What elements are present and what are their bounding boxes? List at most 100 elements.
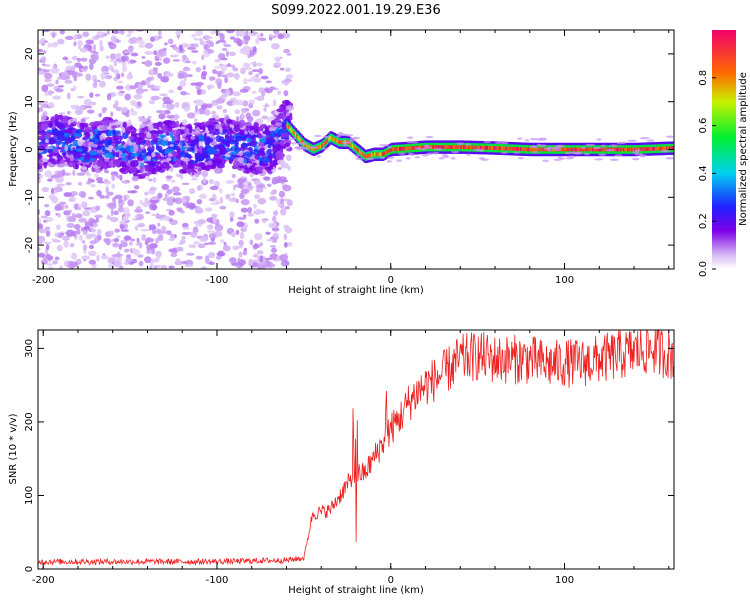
- spectral-blob: [87, 44, 93, 52]
- spectral-blob: [186, 252, 195, 256]
- spectral-speckle: [354, 154, 360, 157]
- spectral-blob: [140, 228, 150, 232]
- spectral-blob: [234, 72, 240, 80]
- signal-core: [326, 138, 330, 143]
- spectral-blob: [91, 54, 99, 62]
- spectral-blob: [186, 147, 196, 152]
- spectral-blob: [249, 239, 254, 246]
- spectral-blob: [79, 47, 88, 53]
- spectral-blob: [194, 145, 198, 152]
- spectral-blob: [78, 234, 83, 241]
- spectral-blob: [197, 134, 205, 142]
- spectral-blob: [237, 257, 241, 262]
- spectral-blob: [159, 93, 168, 97]
- spectral-blob: [42, 257, 48, 265]
- spectral-blob: [111, 125, 117, 129]
- signal-core: [485, 145, 488, 150]
- spectral-blob: [217, 82, 222, 90]
- spectral-speckle: [594, 158, 604, 161]
- spectral-blob: [262, 186, 267, 190]
- spectral-blob: [119, 222, 125, 230]
- spectral-blob: [177, 72, 185, 80]
- spectral-blob: [161, 102, 166, 109]
- spectral-blob: [129, 166, 137, 174]
- spectral-blob: [230, 262, 239, 266]
- spectral-speckle: [532, 145, 538, 149]
- spectral-blob: [189, 43, 195, 47]
- signal-core: [399, 147, 402, 151]
- signal-core: [572, 147, 576, 152]
- spectral-blob: [268, 153, 273, 158]
- spectral-blob: [283, 233, 288, 241]
- spectral-blob: [48, 89, 53, 97]
- spectral-speckle: [494, 141, 504, 144]
- signal-core: [329, 135, 332, 140]
- spectral-blob: [52, 260, 58, 265]
- spectral-blob: [277, 167, 282, 170]
- spectral-blob: [96, 31, 105, 35]
- spectral-blob: [274, 62, 282, 67]
- signal-core: [474, 145, 477, 150]
- spectral-blob: [102, 70, 108, 74]
- spectral-speckle: [614, 154, 623, 157]
- signal-core: [447, 145, 450, 150]
- spectral-blob: [87, 250, 97, 257]
- spectral-blob: [178, 44, 184, 52]
- signal-core: [472, 145, 475, 150]
- spectral-blob: [219, 196, 224, 204]
- spectral-blob: [202, 65, 206, 71]
- signal-core: [652, 146, 655, 151]
- spectral-blob: [138, 260, 144, 267]
- signal-core: [671, 146, 674, 151]
- y-tick-label: 200: [24, 412, 35, 431]
- spectral-blob: [225, 90, 231, 95]
- x-tick-label: -100: [206, 575, 229, 586]
- spectral-blob: [248, 102, 254, 109]
- spectral-blob: [195, 127, 201, 132]
- spectral-speckle: [536, 143, 541, 147]
- spectral-blob: [100, 254, 109, 260]
- spectral-blob: [130, 99, 137, 107]
- signal-core: [318, 144, 321, 149]
- signal-core: [456, 145, 459, 150]
- spectral-blob: [280, 136, 289, 140]
- spectral-blob: [161, 126, 168, 131]
- spectral-blob: [54, 203, 63, 211]
- spectral-blob: [101, 107, 107, 114]
- spectral-blob: [38, 123, 42, 129]
- signal-core: [431, 145, 434, 150]
- spectral-speckle: [386, 160, 392, 163]
- signal-core: [451, 145, 455, 150]
- signal-core: [322, 142, 325, 147]
- spectral-blob: [194, 152, 198, 156]
- spectral-blob: [260, 75, 269, 80]
- signal-core: [292, 129, 295, 134]
- spectral-blob: [82, 244, 88, 251]
- spectral-speckle: [483, 140, 492, 144]
- signal-core: [369, 153, 373, 158]
- signal-core: [372, 152, 375, 157]
- spectral-blob: [127, 119, 132, 127]
- signal-core: [518, 147, 521, 151]
- signal-core: [289, 126, 292, 131]
- spectral-blob: [95, 142, 100, 145]
- spectral-blob: [245, 30, 249, 35]
- spectral-speckle: [513, 151, 520, 154]
- spectral-blob: [68, 125, 74, 132]
- x-tick-label: 0: [388, 575, 394, 586]
- spectral-blob: [187, 123, 192, 130]
- spectral-blob: [57, 38, 65, 45]
- x-tick-label: 100: [555, 575, 574, 586]
- spectral-blob: [166, 199, 174, 206]
- spectral-blob: [106, 30, 110, 35]
- y-tick-label: 0: [24, 146, 35, 152]
- spectral-blob: [219, 187, 223, 194]
- spectral-blob: [120, 241, 128, 248]
- spectral-blob: [81, 159, 91, 163]
- signal-core: [631, 147, 634, 152]
- spectral-blob: [225, 193, 231, 200]
- spectral-blob: [251, 69, 260, 72]
- signal-core: [490, 146, 494, 150]
